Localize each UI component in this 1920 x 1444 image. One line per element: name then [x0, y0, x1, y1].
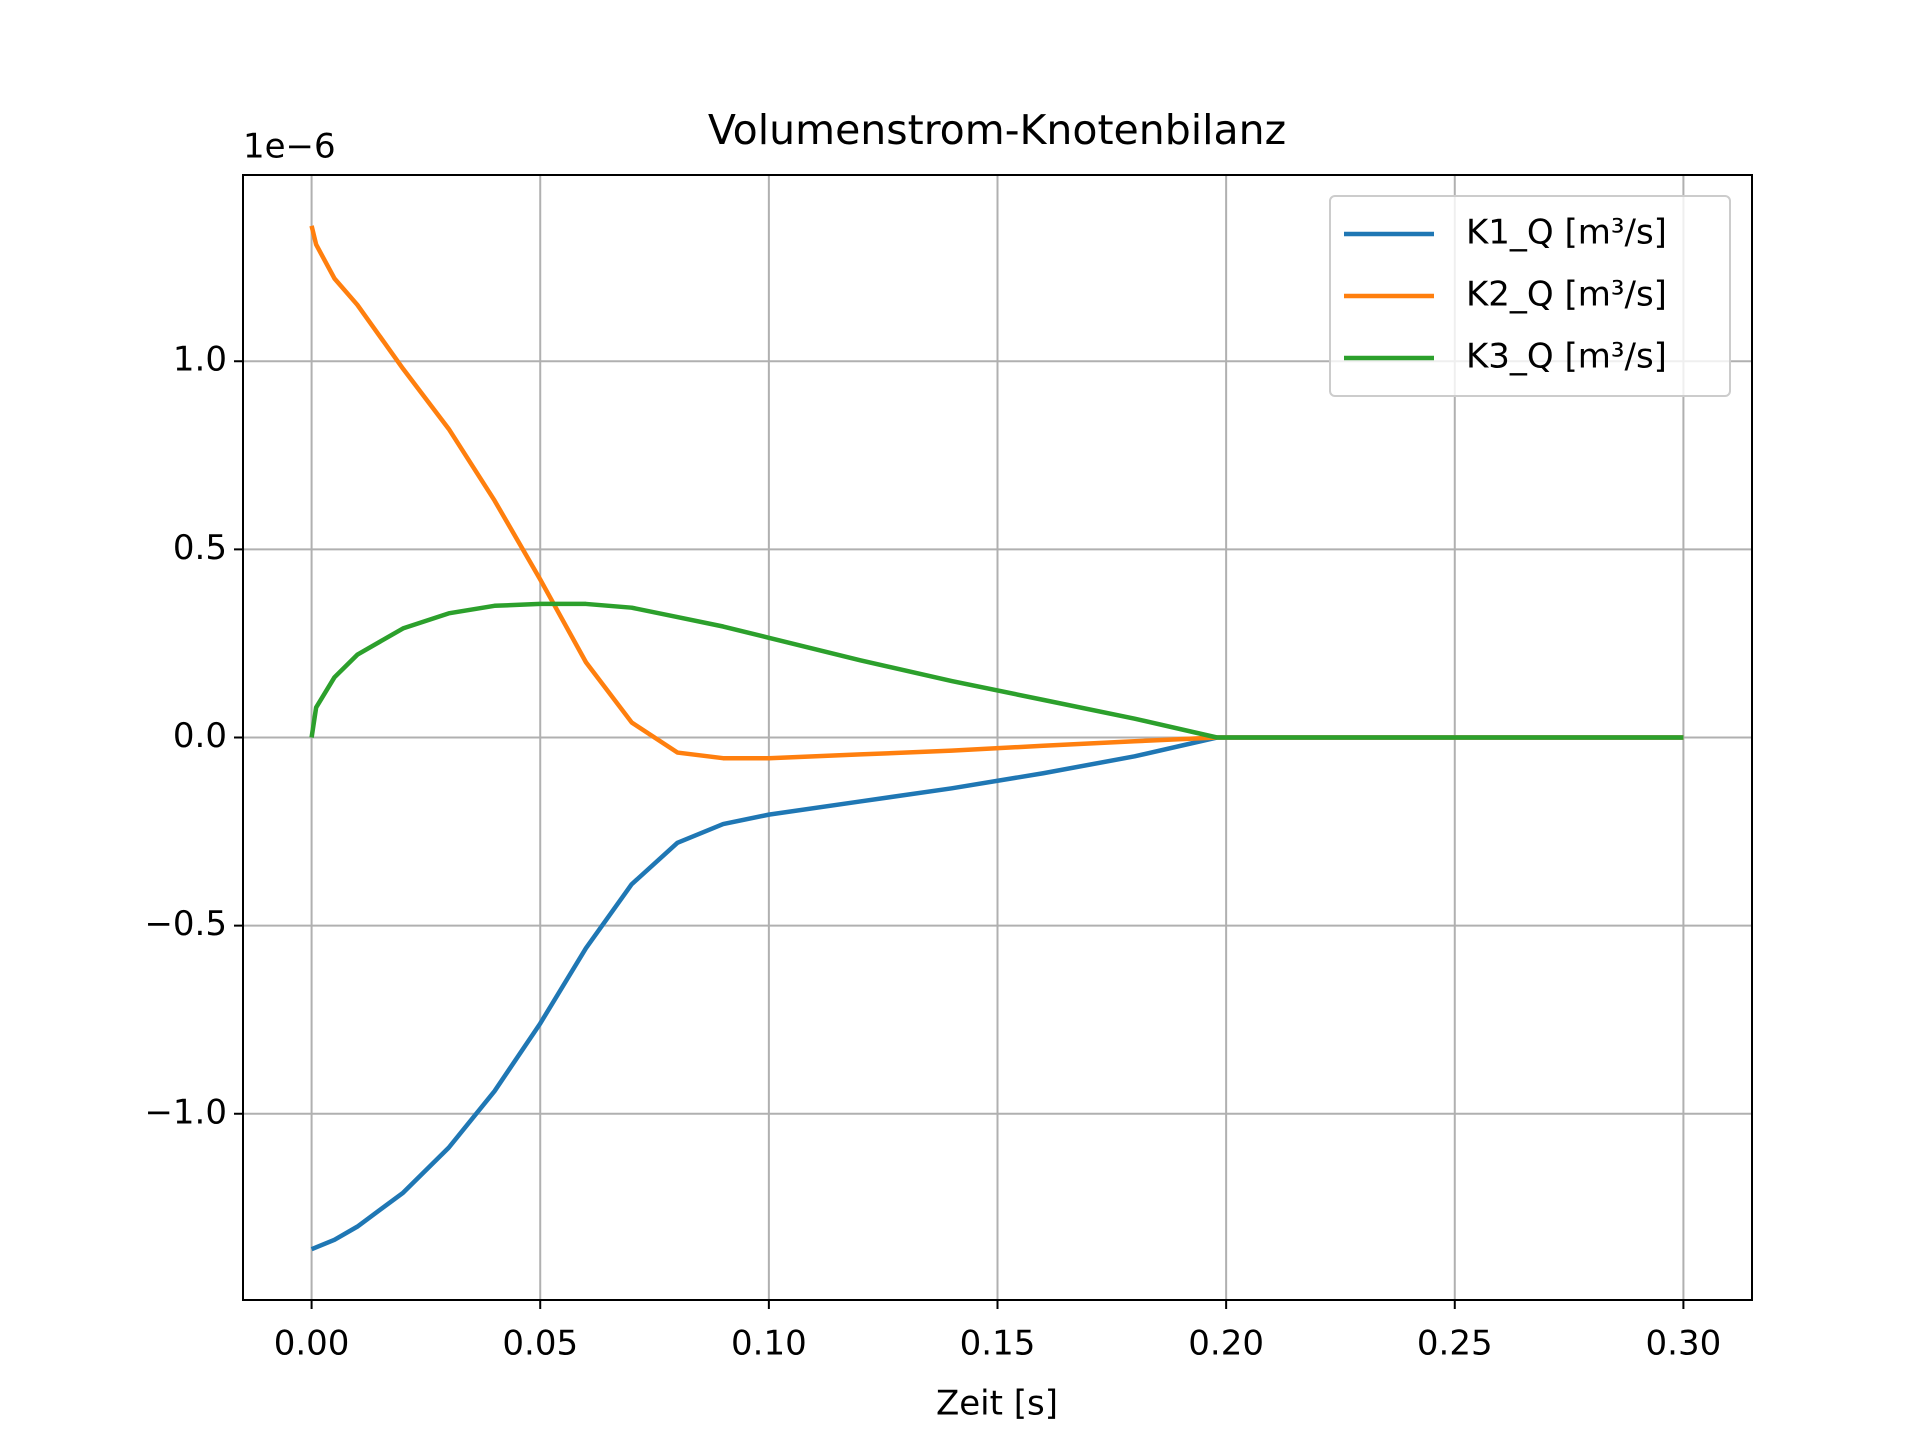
x-tick-label: 0.15 — [960, 1324, 1036, 1364]
y-tick-label: −0.5 — [144, 904, 227, 944]
legend-label: K3_Q [m³/s] — [1466, 337, 1667, 377]
legend-label: K1_Q [m³/s] — [1466, 213, 1667, 253]
plot-frame — [242, 174, 1753, 1301]
y-offset-label: 1e−6 — [243, 127, 336, 167]
legend-label: K2_Q [m³/s] — [1466, 275, 1667, 315]
legend-box — [1329, 195, 1731, 397]
series-line — [310, 735, 1684, 1252]
x-tick-label: 0.30 — [1646, 1324, 1722, 1364]
x-tick-label: 0.05 — [502, 1324, 578, 1364]
y-tick-label: −1.0 — [144, 1092, 227, 1132]
x-tick-label: 0.00 — [274, 1324, 350, 1364]
x-axis-label: Zeit [s] — [936, 1384, 1058, 1424]
chart-title: Volumenstrom-Knotenbilanz — [708, 106, 1286, 154]
y-tick-label: 1.0 — [173, 340, 227, 380]
y-tick-label: 0.0 — [173, 716, 227, 756]
series-line — [309, 225, 1684, 761]
y-tick-label: 0.5 — [173, 528, 227, 568]
series-line — [309, 601, 1684, 740]
x-tick-label: 0.25 — [1417, 1324, 1493, 1364]
x-tick-label: 0.20 — [1188, 1324, 1264, 1364]
x-tick-label: 0.10 — [731, 1324, 807, 1364]
